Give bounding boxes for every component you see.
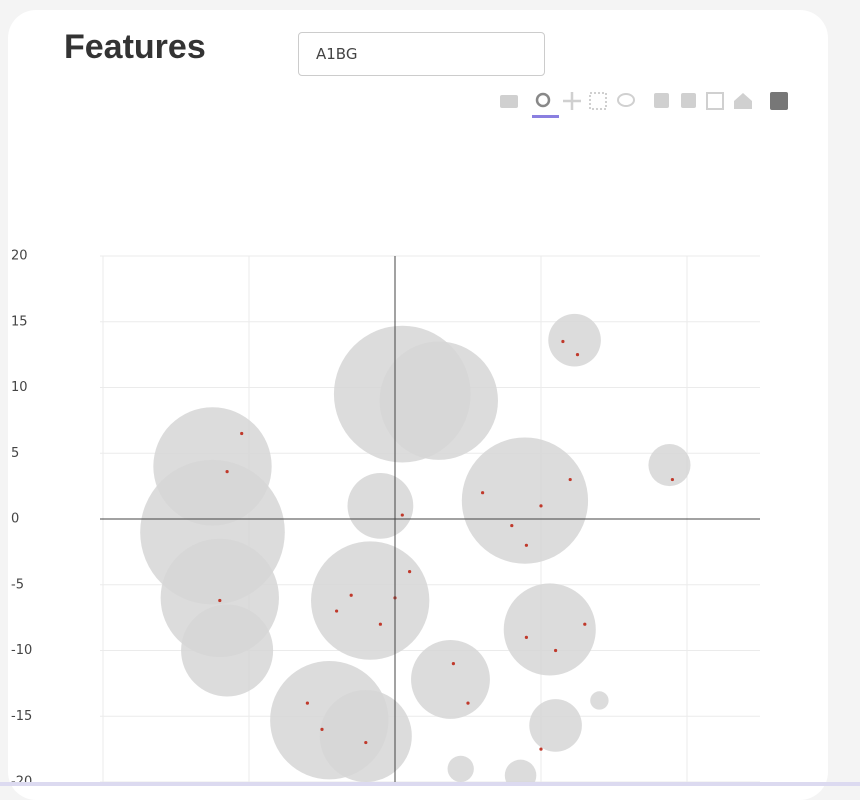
point xyxy=(218,598,222,603)
cluster-point xyxy=(311,541,430,660)
lasso-icon[interactable] xyxy=(617,93,635,107)
point xyxy=(378,622,382,626)
point xyxy=(554,648,558,653)
cluster-point xyxy=(181,604,274,697)
point xyxy=(510,523,514,528)
feature-search[interactable]: A1BG xyxy=(298,32,545,76)
point xyxy=(524,543,529,547)
zoom-out-icon[interactable] xyxy=(681,93,696,108)
point xyxy=(305,701,309,705)
cluster-point xyxy=(379,341,498,460)
pan-icon[interactable] xyxy=(563,92,581,110)
y-tick-label: 15 xyxy=(11,314,28,329)
point xyxy=(539,504,543,508)
point xyxy=(575,353,580,357)
point xyxy=(364,740,368,745)
point xyxy=(670,477,675,482)
point xyxy=(481,491,485,495)
point xyxy=(240,431,244,436)
bottom-bar xyxy=(0,782,860,786)
point xyxy=(451,662,455,666)
point xyxy=(225,470,229,474)
point xyxy=(408,570,412,574)
point xyxy=(335,609,339,613)
point xyxy=(349,593,353,597)
cluster-point xyxy=(411,639,490,719)
y-tick-label: 0 xyxy=(11,512,19,527)
plotly-logo[interactable] xyxy=(770,92,788,110)
reset-icon[interactable] xyxy=(734,93,752,109)
camera-icon[interactable] xyxy=(500,95,518,108)
y-tick-label: -15 xyxy=(11,709,32,724)
point xyxy=(524,635,529,639)
axes: 20 15 10 5 0 -5 -10 -15 -20 xyxy=(11,249,760,787)
zoom-icon[interactable] xyxy=(535,92,551,108)
y-tick-label: -10 xyxy=(11,643,32,658)
box-select-icon[interactable] xyxy=(589,92,607,110)
cluster-point xyxy=(347,472,414,539)
point xyxy=(561,339,565,344)
y-tick-label: 5 xyxy=(11,446,19,461)
zoom-in-icon[interactable] xyxy=(654,93,669,108)
y-tick-label: -20 xyxy=(11,775,32,787)
y-tick-label: 10 xyxy=(11,380,28,395)
cluster-point xyxy=(648,444,691,487)
point xyxy=(583,622,587,626)
point xyxy=(400,513,404,517)
cluster-point xyxy=(529,699,582,752)
point xyxy=(568,477,572,482)
points xyxy=(140,313,691,786)
cluster-point xyxy=(461,437,589,564)
cluster-point xyxy=(504,759,537,786)
cluster-point xyxy=(503,583,596,676)
autoscale-icon[interactable] xyxy=(706,92,724,110)
point xyxy=(539,747,543,751)
cluster-point xyxy=(319,689,412,782)
active-indicator xyxy=(532,115,559,118)
y-tick-label: -5 xyxy=(11,577,24,592)
modebar xyxy=(500,92,788,118)
page-title: Features xyxy=(64,28,206,66)
y-tick-label: 20 xyxy=(11,249,28,264)
point xyxy=(466,701,470,705)
cluster-point xyxy=(590,691,609,710)
cluster-point xyxy=(447,755,474,782)
cluster-point xyxy=(548,313,601,367)
point xyxy=(320,727,324,732)
